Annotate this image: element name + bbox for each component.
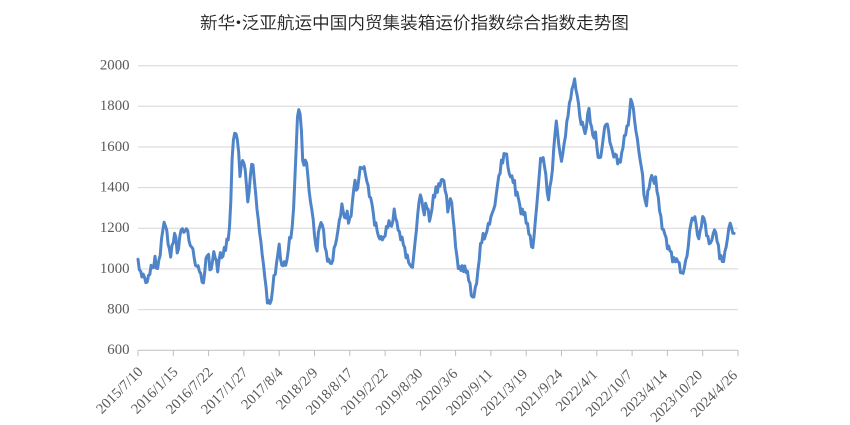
svg-text:1400: 1400 bbox=[100, 180, 130, 196]
svg-text:1200: 1200 bbox=[100, 220, 130, 236]
svg-text:1600: 1600 bbox=[100, 139, 130, 155]
svg-text:600: 600 bbox=[107, 342, 129, 358]
svg-text:2000: 2000 bbox=[100, 58, 130, 74]
svg-text:1800: 1800 bbox=[100, 98, 130, 114]
svg-text:800: 800 bbox=[107, 302, 129, 318]
svg-text:1000: 1000 bbox=[100, 261, 130, 277]
